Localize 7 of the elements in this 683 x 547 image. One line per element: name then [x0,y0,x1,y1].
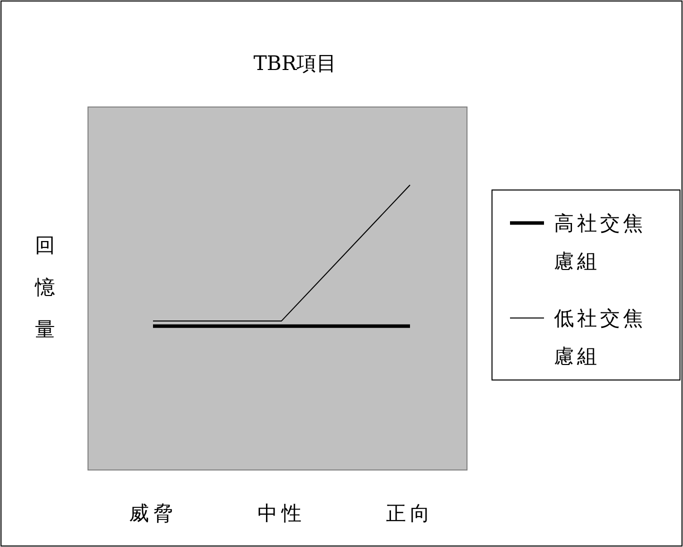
x-tick-label: 正向 [386,501,434,525]
legend-label: 高社交焦慮組 [554,211,646,273]
chart-title: TBR項目 [253,51,337,75]
x-tick-label: 威脅 [129,501,177,525]
x-tick-label: 中性 [258,501,306,525]
y-axis-title: 回憶量 [34,233,55,341]
legend-label: 低社交焦慮組 [554,306,646,368]
